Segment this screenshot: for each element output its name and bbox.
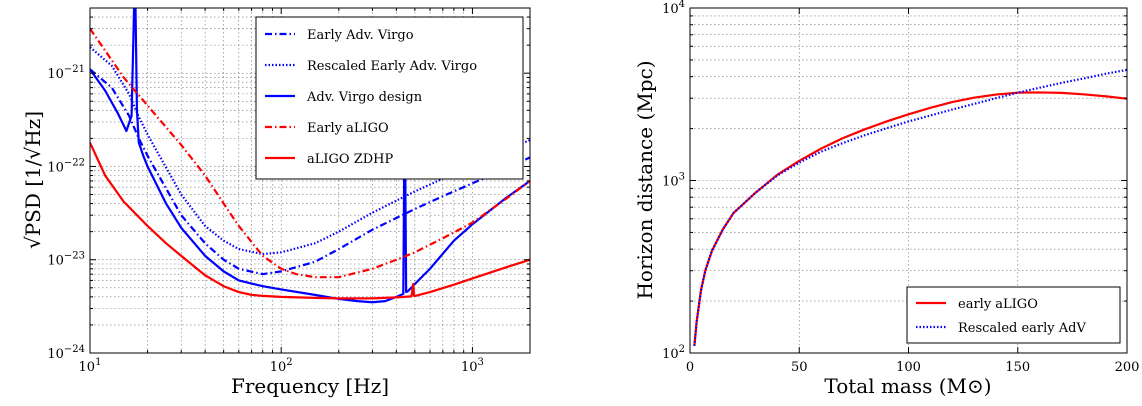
horizon-legend-label: Rescaled early AdV [958,321,1086,336]
horizon-chart: 0 50 100 150 200 102 103 104 Total mass (M⊙) Ho… [633,0,1139,398]
psd-y-tick-label: 10−24 [47,344,85,362]
psd-series-line [90,8,530,304]
psd-series [90,8,530,304]
psd-legend: Early Adv. Virgo Rescaled Early Adv. Virg… [255,16,524,180]
psd-y-tick-label: 10−23 [47,251,85,269]
horizon-series-line [693,68,1127,346]
psd-ticks: 101 102 103 10−24 10−23 10−22 10−21 [47,7,531,375]
psd-x-tick-label: 102 [270,357,293,375]
psd-x-tick-label: 103 [461,357,484,375]
psd-y-axis-label: √PSD [1/√Hz] [21,111,45,249]
psd-legend-box [255,16,524,180]
psd-series-line [90,28,530,279]
psd-legend-label: Early Adv. Virgo [307,28,414,43]
horizon-x-axis-label: Total mass (M⊙) [824,374,991,398]
horizon-series [693,68,1127,346]
horizon-x-tick-label: 50 [791,360,808,375]
horizon-x-tick-label: 150 [1005,360,1030,375]
psd-y-tick-label: 10−22 [47,157,85,175]
horizon-legend-label: early aLIGO [958,297,1038,312]
psd-legend-label: Early aLIGO [307,121,389,136]
horizon-series-line [693,91,1127,346]
horizon-y-tick-label: 103 [662,172,685,190]
psd-x-tick-label: 101 [79,357,102,375]
psd-legend-label: Adv. Virgo design [306,90,423,105]
psd-series-line [90,68,530,276]
psd-x-axis-label: Frequency [Hz] [231,374,389,398]
psd-chart: 101 102 103 10−24 10−23 10−22 10−21 Frequency … [21,7,531,398]
horizon-x-tick-label: 100 [896,360,921,375]
horizon-x-tick-label: 0 [686,360,694,375]
horizon-legend-box [906,286,1121,344]
horizon-x-tick-label: 200 [1115,360,1140,375]
horizon-y-tick-label: 102 [662,344,685,362]
horizon-y-axis-label: Horizon distance (Mpc) [633,60,657,299]
horizon-legend: early aLIGO Rescaled early AdV [906,286,1121,344]
psd-y-tick-label: 10−21 [47,64,85,82]
psd-series-line [90,142,530,300]
horizon-ticks: 0 50 100 150 200 102 103 104 [662,0,1139,375]
psd-legend-label: aLIGO ZDHP [307,152,393,167]
psd-legend-label: Rescaled Early Adv. Virgo [307,59,477,74]
horizon-y-tick-label: 104 [662,0,685,17]
